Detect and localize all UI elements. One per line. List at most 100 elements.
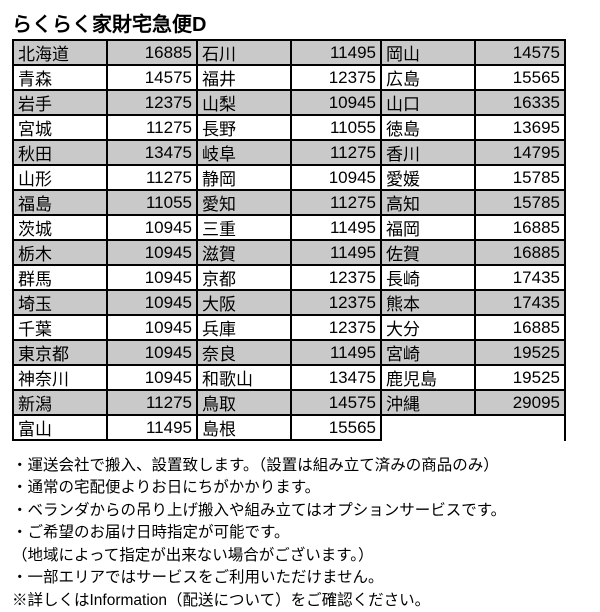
prefecture-cell: 福井 bbox=[198, 66, 292, 89]
table-row: 奈良11495 bbox=[198, 341, 380, 366]
table-row: 山梨10945 bbox=[198, 91, 380, 116]
price-cell: 14795 bbox=[476, 141, 564, 164]
price-column: 石川11495福井12375山梨10945長野11055岐阜11275静岡109… bbox=[198, 39, 382, 441]
price-cell: 14575 bbox=[108, 66, 196, 89]
price-cell: 12375 bbox=[292, 316, 380, 339]
prefecture-cell: 熊本 bbox=[382, 291, 476, 314]
prefecture-cell: 山梨 bbox=[198, 91, 292, 114]
table-row: 秋田13475 bbox=[14, 141, 196, 166]
prefecture-cell: 鳥取 bbox=[198, 391, 292, 414]
table-row: 栃木10945 bbox=[14, 241, 196, 266]
price-column: 岡山14575広島15565山口16335徳島13695香川14795愛媛157… bbox=[382, 39, 566, 441]
table-row: 愛媛15785 bbox=[382, 166, 564, 191]
prefecture-cell: 栃木 bbox=[14, 241, 108, 264]
price-cell: 10945 bbox=[108, 316, 196, 339]
table-row: 埼玉10945 bbox=[14, 291, 196, 316]
prefecture-cell: 島根 bbox=[198, 416, 292, 439]
note-line: ・運送会社で搬入、設置致します。（設置は組み立て済みの商品のみ） bbox=[12, 455, 588, 477]
price-table-container: 北海道16885青森14575岩手12375宮城11275秋田13475山形11… bbox=[12, 39, 588, 441]
price-cell: 11275 bbox=[108, 116, 196, 139]
price-cell: 19525 bbox=[476, 366, 564, 389]
price-cell: 11495 bbox=[108, 416, 196, 439]
table-row: 群馬10945 bbox=[14, 266, 196, 291]
table-row: 青森14575 bbox=[14, 66, 196, 91]
prefecture-cell: 青森 bbox=[14, 66, 108, 89]
price-cell: 10945 bbox=[108, 366, 196, 389]
table-row: 香川14795 bbox=[382, 141, 564, 166]
table-row: 山形11275 bbox=[14, 166, 196, 191]
table-row: 広島15565 bbox=[382, 66, 564, 91]
price-cell: 11495 bbox=[292, 41, 380, 64]
page-title: らくらく家財宅急便D bbox=[12, 8, 588, 37]
table-row: 兵庫12375 bbox=[198, 316, 380, 341]
table-row: 長崎17435 bbox=[382, 266, 564, 291]
prefecture-cell: 岐阜 bbox=[198, 141, 292, 164]
table-row: 大分16885 bbox=[382, 316, 564, 341]
prefecture-cell: 千葉 bbox=[14, 316, 108, 339]
price-cell: 11055 bbox=[292, 116, 380, 139]
prefecture-cell: 山形 bbox=[14, 166, 108, 189]
price-cell: 17435 bbox=[476, 291, 564, 314]
table-row: 三重11495 bbox=[198, 216, 380, 241]
table-row: 石川11495 bbox=[198, 41, 380, 66]
notes-section: ・運送会社で搬入、設置致します。（設置は組み立て済みの商品のみ）・通常の宅配便よ… bbox=[12, 455, 588, 612]
note-line: ・ベランダからの吊り上げ搬入や組み立てはオプションサービスです。 bbox=[12, 500, 588, 522]
table-row: 沖縄29095 bbox=[382, 391, 564, 416]
price-cell: 12375 bbox=[108, 91, 196, 114]
prefecture-cell: 石川 bbox=[198, 41, 292, 64]
prefecture-cell: 山口 bbox=[382, 91, 476, 114]
prefecture-cell: 滋賀 bbox=[198, 241, 292, 264]
table-row: 岡山14575 bbox=[382, 41, 564, 66]
prefecture-cell: 愛媛 bbox=[382, 166, 476, 189]
price-cell: 16885 bbox=[476, 241, 564, 264]
table-row: 宮城11275 bbox=[14, 116, 196, 141]
price-cell: 13475 bbox=[292, 366, 380, 389]
prefecture-cell: 三重 bbox=[198, 216, 292, 239]
price-cell: 13475 bbox=[108, 141, 196, 164]
prefecture-cell: 北海道 bbox=[14, 41, 108, 64]
price-cell: 29095 bbox=[476, 391, 564, 414]
note-line: ・一部エリアではサービスをご利用いただけません。 bbox=[12, 567, 588, 589]
prefecture-cell: 岡山 bbox=[382, 41, 476, 64]
price-cell: 10945 bbox=[108, 291, 196, 314]
prefecture-cell: 群馬 bbox=[14, 266, 108, 289]
note-line: ・ご希望のお届け日時指定が可能です。 bbox=[12, 522, 588, 544]
price-cell: 11275 bbox=[292, 141, 380, 164]
table-row: 岐阜11275 bbox=[198, 141, 380, 166]
price-cell: 15785 bbox=[476, 166, 564, 189]
table-row: 神奈川10945 bbox=[14, 366, 196, 391]
prefecture-cell: 宮城 bbox=[14, 116, 108, 139]
table-row: 富山11495 bbox=[14, 416, 196, 441]
prefecture-cell: 高知 bbox=[382, 191, 476, 214]
price-cell: 12375 bbox=[292, 291, 380, 314]
prefecture-cell: 茨城 bbox=[14, 216, 108, 239]
price-cell: 11055 bbox=[108, 191, 196, 214]
prefecture-cell: 秋田 bbox=[14, 141, 108, 164]
prefecture-cell: 徳島 bbox=[382, 116, 476, 139]
prefecture-cell: 岩手 bbox=[14, 91, 108, 114]
prefecture-cell: 香川 bbox=[382, 141, 476, 164]
price-cell: 14575 bbox=[476, 41, 564, 64]
price-cell: 10945 bbox=[292, 91, 380, 114]
price-cell: 10945 bbox=[292, 166, 380, 189]
table-row: 熊本17435 bbox=[382, 291, 564, 316]
price-cell: 13695 bbox=[476, 116, 564, 139]
price-cell: 15565 bbox=[292, 416, 380, 439]
prefecture-cell: 和歌山 bbox=[198, 366, 292, 389]
note-line: ※詳しくはInformation（配送について）をご確認ください。 bbox=[12, 590, 588, 612]
table-row: 島根15565 bbox=[198, 416, 380, 441]
table-row: 和歌山13475 bbox=[198, 366, 380, 391]
prefecture-cell: 愛知 bbox=[198, 191, 292, 214]
table-row: 徳島13695 bbox=[382, 116, 564, 141]
prefecture-cell: 長野 bbox=[198, 116, 292, 139]
price-cell: 11495 bbox=[292, 241, 380, 264]
table-row: 山口16335 bbox=[382, 91, 564, 116]
prefecture-cell: 大阪 bbox=[198, 291, 292, 314]
prefecture-cell: 京都 bbox=[198, 266, 292, 289]
table-row: 東京都10945 bbox=[14, 341, 196, 366]
prefecture-cell: 沖縄 bbox=[382, 391, 476, 414]
price-cell: 10945 bbox=[108, 216, 196, 239]
price-cell: 15565 bbox=[476, 66, 564, 89]
price-cell: 14575 bbox=[292, 391, 380, 414]
price-cell: 15785 bbox=[476, 191, 564, 214]
